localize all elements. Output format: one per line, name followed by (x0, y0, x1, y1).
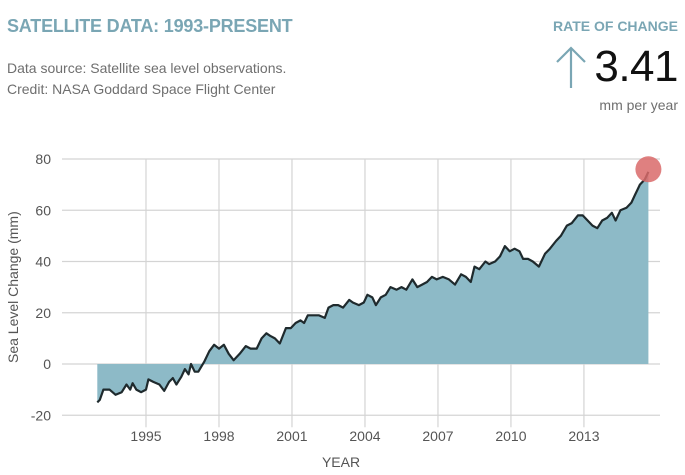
rate-of-change: 3.41 (554, 42, 678, 92)
x-tick-label: 2010 (495, 428, 526, 444)
area-fill (97, 171, 649, 403)
chart-title: SATELLITE DATA: 1993-PRESENT (7, 16, 293, 36)
y-axis-label: Sea Level Change (mm) (5, 211, 21, 363)
y-axis: -20 0 20 40 60 80 (31, 151, 51, 423)
y-tick-label: 20 (35, 305, 51, 321)
rate-of-change-label: RATE OF CHANGE (553, 18, 678, 34)
x-tick-label: 2001 (276, 428, 307, 444)
y-tick-label: 40 (35, 254, 51, 270)
y-tick-label: 0 (43, 356, 51, 372)
y-tick-label: 60 (35, 202, 51, 218)
x-tick-label: 2013 (568, 428, 599, 444)
y-tick-label: -20 (31, 407, 51, 423)
data-source-credit: Data source: Satellite sea level observa… (7, 58, 286, 100)
credit-line: Credit: NASA Goddard Space Flight Center (7, 81, 276, 97)
series-line (96, 171, 650, 404)
latest-value-marker (635, 156, 662, 183)
x-tick-label: 2007 (422, 428, 453, 444)
data-source-line: Data source: Satellite sea level observa… (7, 60, 287, 76)
rate-unit: mm per year (599, 97, 678, 113)
grid (62, 158, 660, 428)
x-axis: 1995 1998 2001 2004 2007 2010 2013 (130, 428, 599, 444)
x-tick-label: 1995 (130, 428, 161, 444)
arrow-up-icon (556, 46, 587, 88)
x-axis-label: YEAR (322, 454, 360, 470)
x-tick-label: 2004 (349, 428, 380, 444)
rate-value: 3.41 (594, 42, 678, 91)
x-tick-label: 1998 (203, 428, 234, 444)
y-tick-label: 80 (35, 151, 51, 167)
